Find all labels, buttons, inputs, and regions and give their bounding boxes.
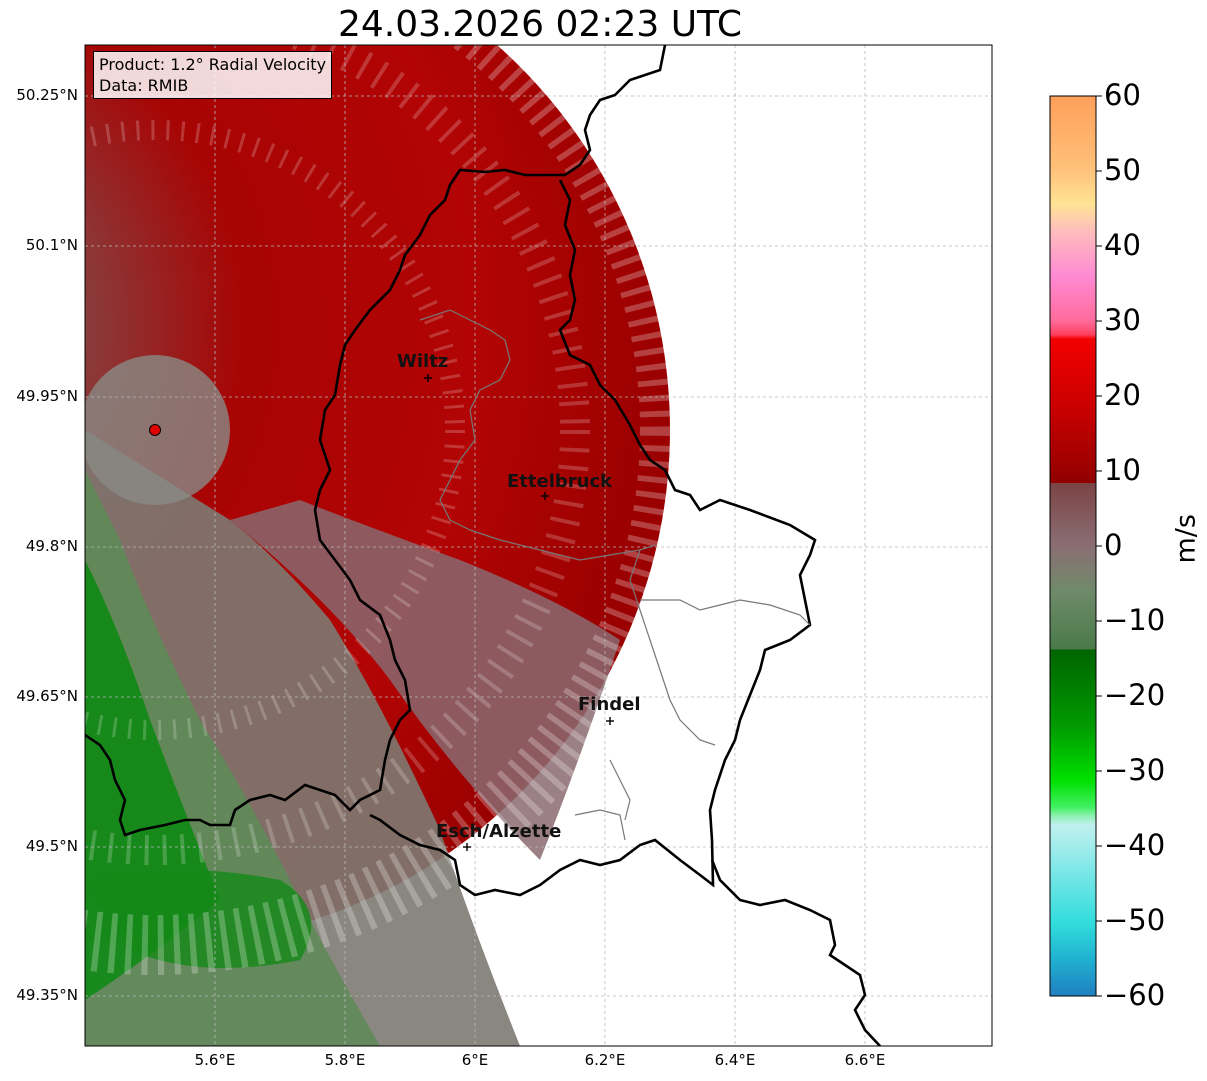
district-borders bbox=[419, 309, 811, 841]
lat-tick-label: 49.8°N bbox=[25, 537, 78, 555]
colorbar-tick-label: −20 bbox=[1104, 678, 1166, 712]
colorbar-tick-label: 20 bbox=[1104, 378, 1141, 412]
product-info-box: Product: 1.2° Radial Velocity Data: RMIB bbox=[93, 51, 333, 99]
lon-tick-label: 6.6°E bbox=[844, 1051, 886, 1069]
data-source-label: Data: RMIB bbox=[99, 76, 189, 95]
lat-tick-label: 49.5°N bbox=[25, 837, 78, 855]
lon-tick-label: 5.6°E bbox=[194, 1051, 236, 1069]
colorbar-tick-label: −10 bbox=[1104, 603, 1166, 637]
esch-marker bbox=[463, 843, 471, 851]
city-label-ettelbruck: Ettelbruck bbox=[507, 471, 613, 492]
colorbar-unit-label: m/s bbox=[1170, 514, 1202, 564]
city-markers bbox=[424, 374, 614, 851]
colorbar-tick-label: 40 bbox=[1104, 228, 1141, 262]
colorbar-tick-label: 60 bbox=[1104, 78, 1141, 112]
lat-tick-label: 50.25°N bbox=[16, 86, 78, 104]
lat-tick-label: 49.35°N bbox=[16, 986, 78, 1004]
city-label-findel: Findel bbox=[578, 694, 641, 715]
lat-tick-label: 49.95°N bbox=[16, 387, 78, 405]
colorbar-tick-label: −60 bbox=[1104, 978, 1166, 1012]
lon-tick-label: 6.2°E bbox=[584, 1051, 626, 1069]
lon-tick-label: 6°E bbox=[461, 1051, 489, 1069]
city-label-wiltz: Wiltz bbox=[397, 351, 449, 372]
colorbar-tick-label: 10 bbox=[1104, 453, 1141, 487]
colorbar bbox=[1049, 95, 1102, 997]
lon-tick-label: 6.4°E bbox=[714, 1051, 756, 1069]
ettelbruck-marker bbox=[541, 492, 549, 500]
wiltz-marker bbox=[424, 374, 432, 382]
map-title: 24.03.2026 02:23 UTC bbox=[337, 4, 743, 45]
findel-marker bbox=[606, 717, 614, 725]
colorbar-tick-label: 50 bbox=[1104, 153, 1141, 187]
lat-tick-label: 49.65°N bbox=[16, 687, 78, 705]
city-label-esch: Esch/Alzette bbox=[436, 821, 562, 842]
colorbar-tick-label: −50 bbox=[1104, 903, 1166, 937]
colorbar-tick-label: 0 bbox=[1104, 528, 1123, 562]
colorbar-tick-label: −30 bbox=[1104, 753, 1166, 787]
colorbar-tick-label: −40 bbox=[1104, 828, 1166, 862]
velocity-field bbox=[85, 45, 670, 1046]
colorbar-tick-label: 30 bbox=[1104, 303, 1141, 337]
lon-tick-label: 5.8°E bbox=[324, 1051, 366, 1069]
product-label: Product: 1.2° Radial Velocity bbox=[99, 55, 327, 74]
radar-site-marker[interactable] bbox=[149, 424, 161, 436]
gridlines bbox=[85, 45, 992, 1046]
lat-tick-label: 50.1°N bbox=[25, 236, 78, 254]
country-borders bbox=[85, 45, 881, 1046]
